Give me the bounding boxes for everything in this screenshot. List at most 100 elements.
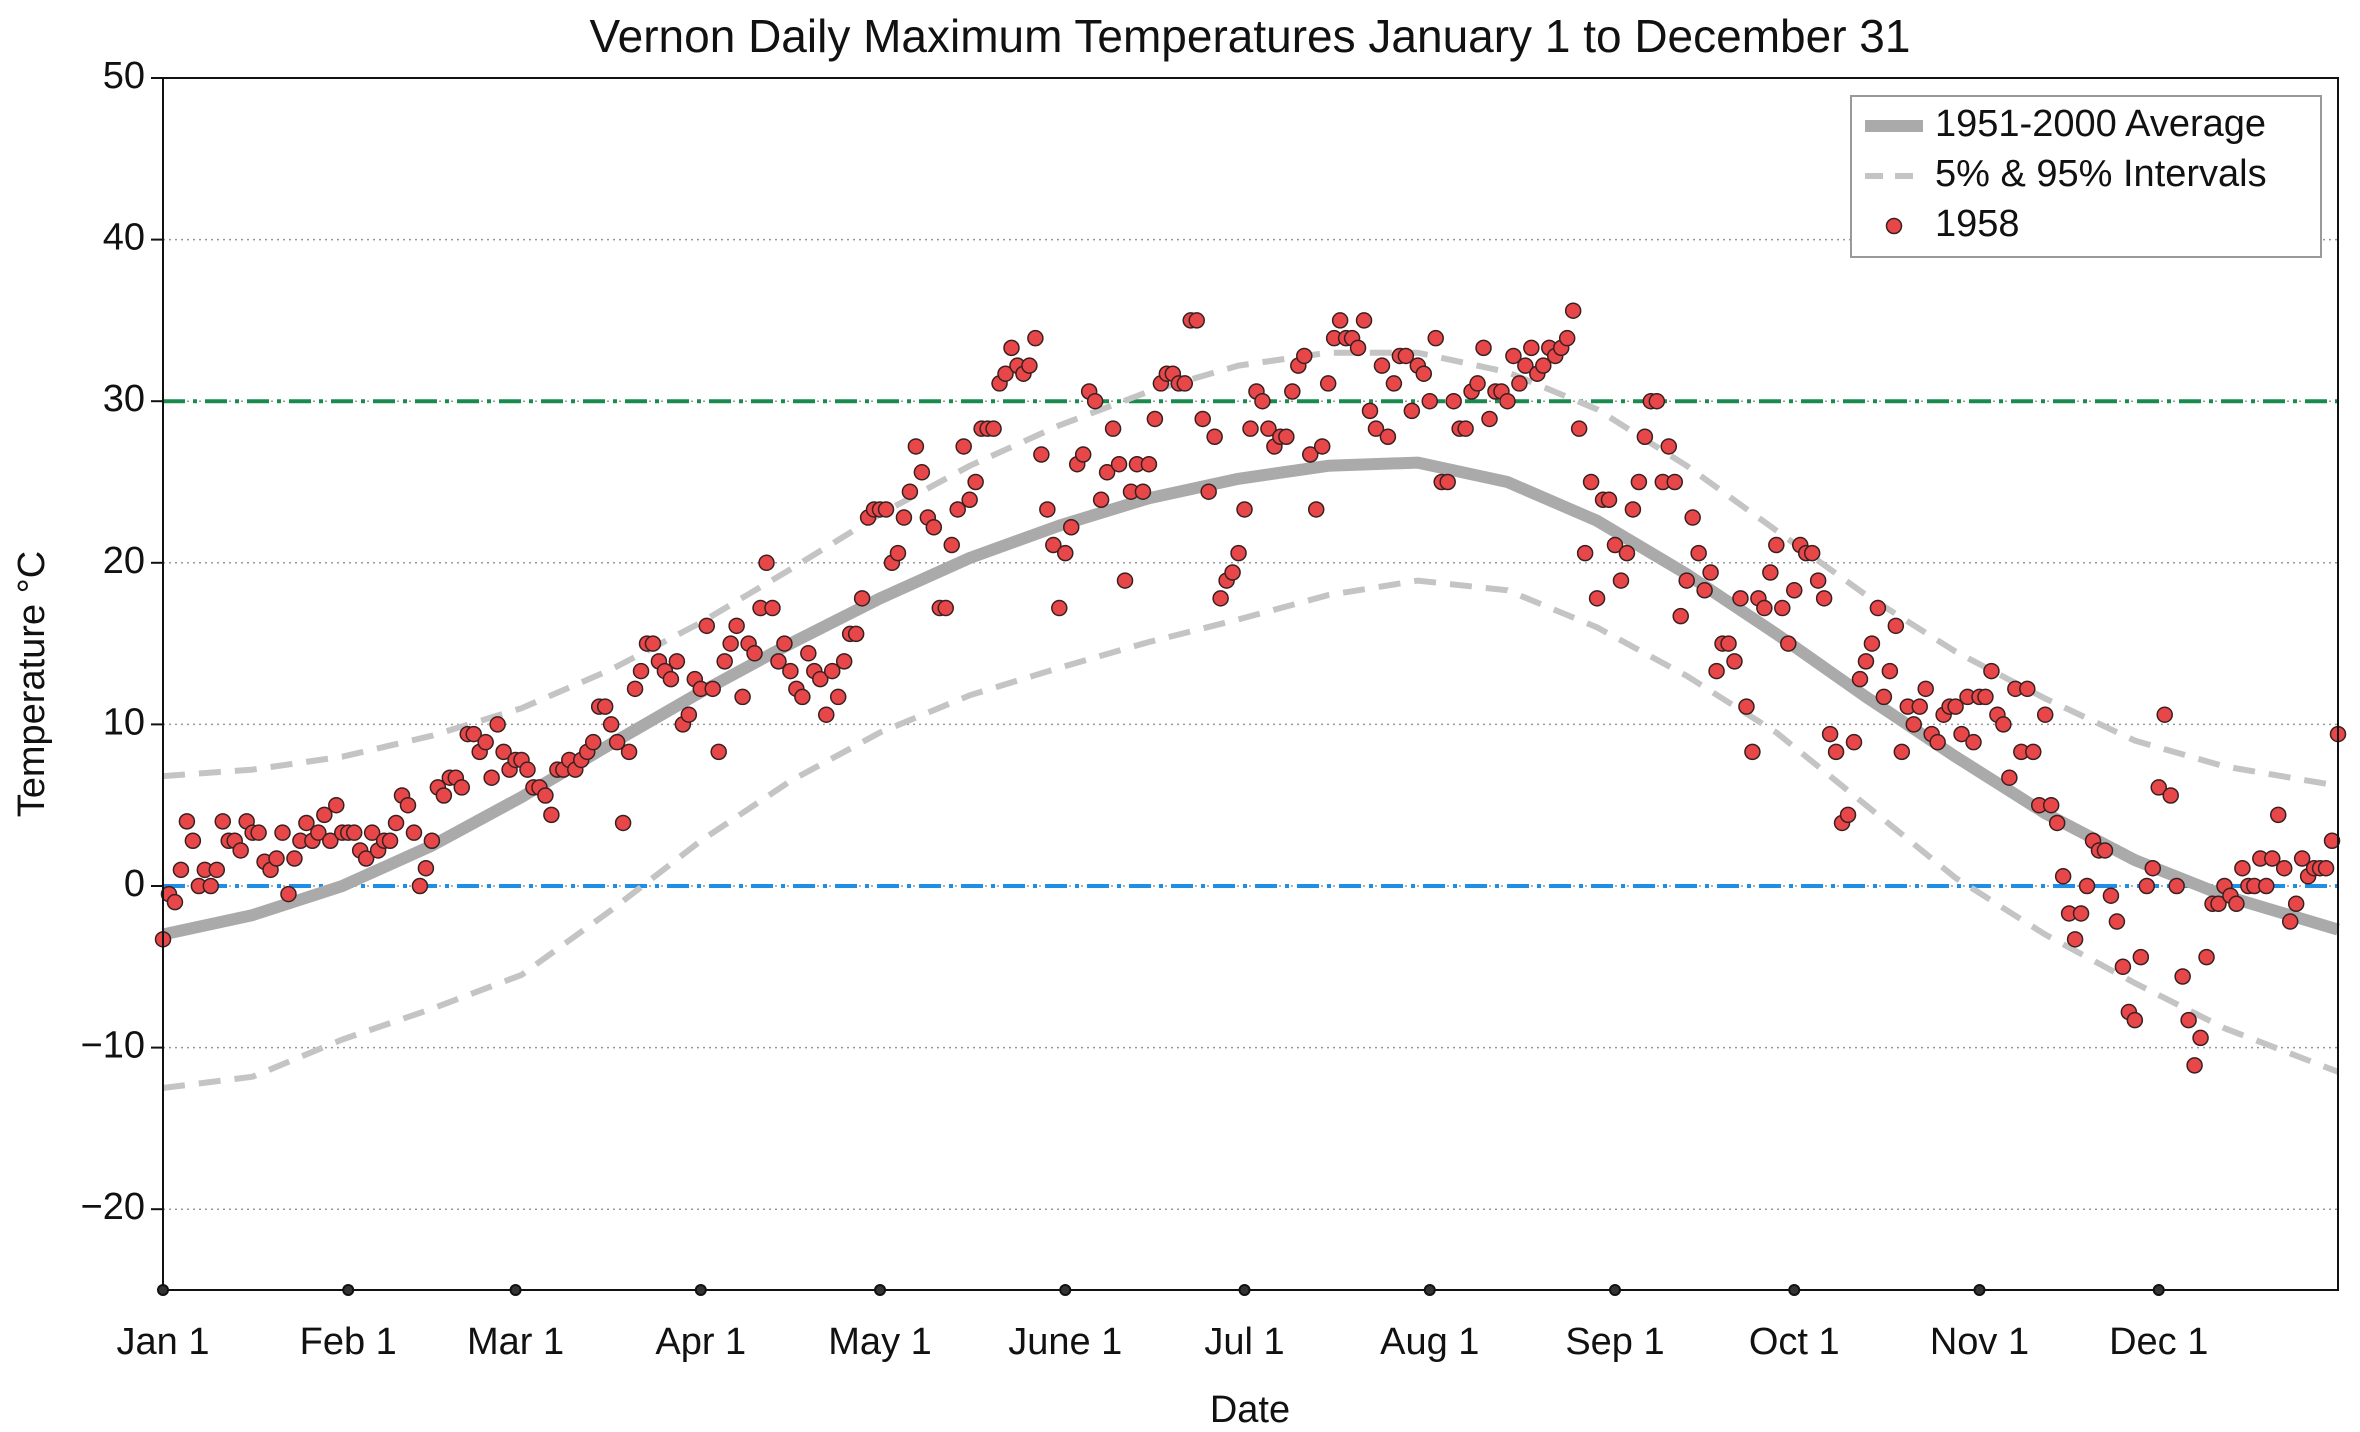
data-point — [943, 536, 960, 554]
data-point — [1003, 339, 1020, 357]
y-tick-label: 10 — [103, 701, 145, 743]
data-point — [1893, 743, 1911, 761]
data-point — [1146, 410, 1164, 428]
data-point — [1780, 635, 1797, 652]
data-point — [2264, 850, 2281, 867]
data-point — [345, 824, 363, 841]
data-point — [399, 796, 417, 814]
data-point — [1403, 402, 1421, 420]
data-point — [2054, 868, 2072, 885]
data-point — [453, 779, 471, 796]
data-point — [1809, 572, 1827, 589]
x-tick — [1973, 1284, 1986, 1296]
data-point — [1702, 564, 1719, 581]
data-point — [1104, 420, 1122, 437]
x-tick-label: Aug 1 — [1380, 1321, 1479, 1363]
data-point — [1260, 420, 1277, 437]
data-point — [1744, 743, 1761, 761]
data-point — [1917, 680, 1934, 698]
data-point — [1768, 536, 1785, 554]
x-tick-label: June 1 — [1008, 1321, 1122, 1363]
data-point — [2001, 769, 2018, 786]
data-point — [1349, 339, 1367, 357]
data-point — [835, 653, 853, 670]
data-point — [937, 599, 955, 617]
data-point — [794, 688, 811, 706]
data-point — [847, 625, 865, 643]
data-point — [1600, 491, 1618, 509]
data-point — [800, 645, 817, 662]
data-point — [668, 653, 686, 670]
data-point — [1086, 392, 1104, 410]
data-point — [818, 706, 835, 723]
data-point — [1110, 455, 1128, 473]
data-point — [1355, 312, 1373, 329]
data-point — [776, 635, 793, 652]
legend: 1951-2000 Average 5% & 95% Intervals 1958 — [1850, 95, 2322, 258]
data-point — [698, 617, 715, 635]
y-axis-label: Temperature °C — [11, 551, 53, 818]
y-tick-label: 40 — [103, 217, 145, 259]
data-point — [985, 420, 1002, 437]
data-point — [2144, 859, 2162, 877]
data-point — [1696, 582, 1713, 599]
x-tick — [2152, 1284, 2165, 1296]
data-point — [901, 483, 919, 500]
data-point — [1576, 544, 1594, 562]
data-point — [1875, 688, 1893, 706]
data-point — [829, 688, 847, 706]
data-point — [1863, 635, 1881, 652]
x-tick-label: Mar 1 — [467, 1321, 564, 1363]
data-point — [895, 509, 913, 526]
average-line — [161, 456, 2340, 941]
data-point — [1523, 339, 1540, 357]
data-point — [1331, 312, 1349, 329]
x-tick — [694, 1284, 707, 1296]
legend-label: 1958 — [1935, 203, 2020, 245]
data-point — [782, 662, 799, 680]
data-point — [1965, 733, 1982, 751]
x-tick-label: Oct 1 — [1749, 1321, 1840, 1363]
data-point — [1720, 635, 1737, 652]
x-tick — [509, 1284, 522, 1296]
data-point — [1732, 590, 1749, 607]
data-point — [2078, 877, 2096, 895]
data-point — [2150, 779, 2167, 796]
data-point — [1887, 617, 1905, 635]
data-point — [1062, 518, 1080, 536]
data-point — [477, 733, 494, 751]
data-point — [435, 787, 453, 804]
data-point — [1690, 544, 1707, 562]
data-point — [877, 501, 895, 518]
x-tick — [1608, 1284, 1621, 1296]
data-point — [465, 725, 482, 743]
data-point — [274, 824, 291, 841]
chart-title: Vernon Daily Maximum Temperatures Januar… — [590, 10, 1911, 62]
x-tick-label: May 1 — [828, 1321, 931, 1363]
data-point — [2323, 832, 2341, 850]
data-point — [704, 680, 721, 698]
data-point — [489, 716, 506, 733]
y-tick-label: 0 — [124, 863, 145, 905]
data-point — [2293, 850, 2311, 867]
data-point — [1302, 446, 1319, 463]
data-point — [632, 662, 650, 680]
data-point — [1983, 662, 2000, 680]
data-point — [1636, 428, 1654, 446]
data-point — [955, 438, 972, 455]
data-point — [1672, 607, 1689, 625]
data-point — [1188, 312, 1205, 329]
data-point — [381, 832, 399, 850]
data-point — [2025, 743, 2042, 761]
data-point — [1457, 420, 1474, 437]
data-point — [208, 861, 226, 879]
x-tick — [157, 1284, 169, 1296]
data-point — [1176, 375, 1194, 392]
data-point — [1929, 733, 1946, 751]
x-tick-label: Apr 1 — [655, 1321, 746, 1363]
data-point — [166, 893, 184, 911]
data-point — [184, 832, 202, 850]
data-point — [1242, 420, 1259, 437]
data-point — [405, 824, 423, 841]
data-point — [734, 688, 751, 706]
